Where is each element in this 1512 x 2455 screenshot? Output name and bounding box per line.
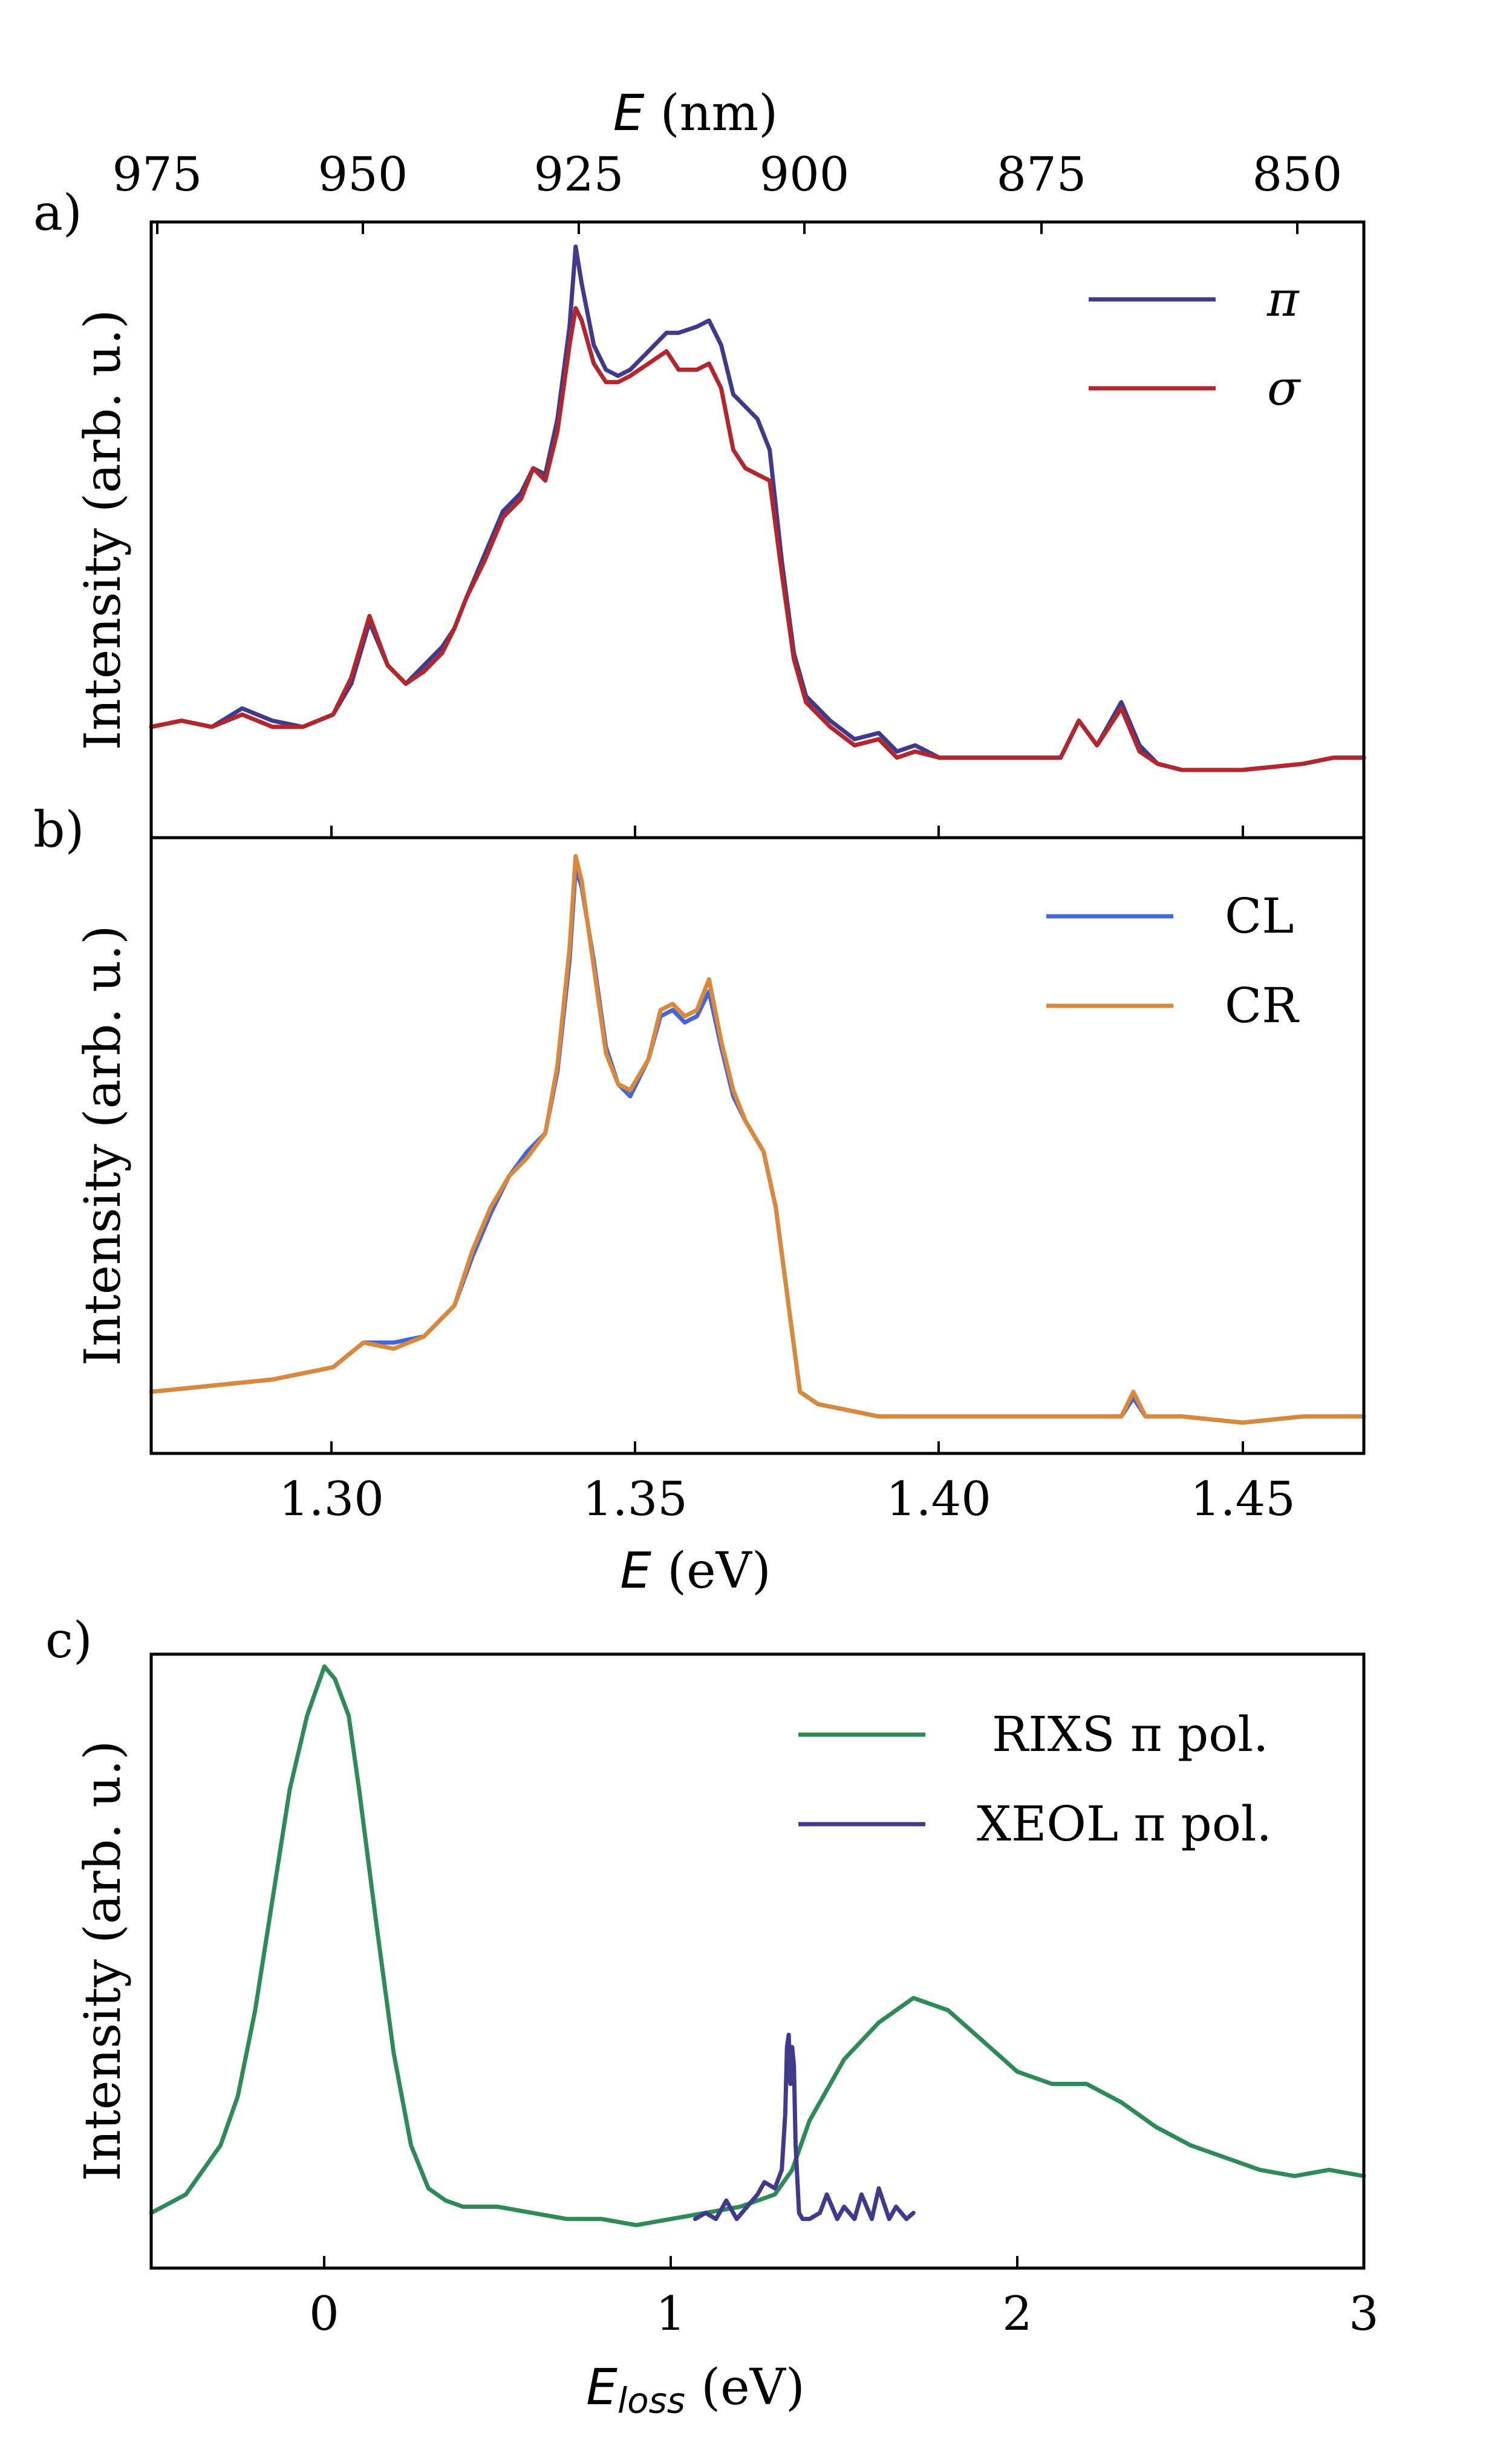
x-tick-1.35: 1.35: [582, 1441, 688, 1527]
panel-a-bottom-ticks: [330, 826, 1244, 838]
panel-c-y-axis-label: Intensity (arb. u.): [74, 1741, 132, 2182]
x-tick-label: 3: [1349, 2287, 1379, 2341]
x-tick-label: 1.35: [582, 1472, 688, 1527]
top-tick-label: 850: [1253, 148, 1343, 202]
x-tick-label: 0: [309, 2287, 339, 2341]
panel-c-legend: RIXS π pol. XEOL π pol.: [798, 1706, 1272, 1852]
panel-a-frame: [149, 220, 1366, 840]
legend-label-sigma: σ: [1267, 360, 1302, 416]
top-tick-label: 900: [760, 148, 850, 202]
top-tick-950: 950: [318, 148, 408, 234]
panel-b-series: [149, 854, 1366, 1425]
panel-b-x-axis-label: E (eV): [620, 1542, 771, 1600]
legend-label-rixs: RIXS π pol.: [992, 1706, 1268, 1762]
legend-label-pi: π: [1266, 271, 1300, 327]
panel-c-tag: c): [45, 1612, 93, 1669]
top-tick-900: 900: [760, 148, 850, 234]
panel-b: b) 1.30 1.35 1.40 1.45 Intensity (arb. u…: [33, 801, 1366, 1600]
panel-a-tag: a): [33, 184, 82, 242]
panel-b-legend: CL CR: [1046, 888, 1300, 1034]
panel-b-tag: b): [33, 801, 84, 859]
panel-b-y-axis-label: Intensity (arb. u.): [74, 925, 132, 1366]
x-tick-label: 1: [656, 2287, 686, 2341]
top-tick-925: 925: [534, 148, 624, 234]
top-tick-label: 925: [534, 148, 624, 202]
legend-label-cl: CL: [1225, 888, 1294, 944]
x-tick-label: 2: [1002, 2287, 1032, 2341]
top-tick-975: 975: [112, 148, 203, 234]
top-tick-label: 875: [997, 148, 1087, 202]
panel-a-y-axis-label: Intensity (arb. u.): [74, 310, 132, 751]
x-tick-label: 1.40: [886, 1472, 991, 1527]
x-tick-0: 0: [309, 2256, 339, 2341]
panel-b-ticks: 1.30 1.35 1.40 1.45: [279, 1441, 1295, 1527]
x-tick-label: 1.45: [1190, 1472, 1295, 1527]
panel-a-top-ticks: 975 950 925 900 875 850: [112, 148, 1343, 234]
x-tick-1.45: 1.45: [1190, 1441, 1295, 1527]
x-tick-1.40: 1.40: [886, 1441, 991, 1527]
x-tick-1: 1: [656, 2256, 686, 2341]
panel-c-ticks: 0 1 2 3: [309, 2256, 1379, 2341]
series-line-a-0: [149, 244, 1366, 772]
top-tick-850: 850: [1253, 148, 1343, 234]
x-tick-2: 2: [1002, 2256, 1032, 2341]
panel-c-frame: [149, 1652, 1366, 2270]
panel-a-legend: π σ: [1089, 271, 1302, 416]
top-tick-875: 875: [997, 148, 1087, 234]
legend-label-cr: CR: [1225, 977, 1300, 1034]
panel-a-top-axis-label: E (nm): [613, 85, 778, 142]
x-tick-1.30: 1.30: [279, 1441, 384, 1527]
panel-c-x-axis-label: Eloss (eV): [586, 2359, 805, 2421]
top-tick-label: 950: [318, 148, 408, 202]
series-line-c-0: [149, 1664, 1366, 2228]
top-tick-label: 975: [112, 148, 203, 202]
x-tick-3: 3: [1349, 2256, 1379, 2341]
panel-c: c) 0 1 2 3 Intensity (arb. u.) Eloss (eV…: [45, 1612, 1379, 2421]
x-tick-label: 1.30: [279, 1472, 384, 1527]
series-line-b-1: [149, 854, 1366, 1425]
series-line-c-1: [692, 2032, 916, 2222]
panel-b-frame: [149, 836, 1366, 1455]
legend-label-xeol: XEOL π pol.: [977, 1796, 1272, 1852]
panel-a: a) E (nm) 975 950 925 900 875 850 Intens…: [33, 85, 1366, 840]
series-line-a-1: [149, 306, 1366, 772]
panel-a-series: [149, 244, 1366, 772]
panel-c-series: [149, 1664, 1366, 2228]
